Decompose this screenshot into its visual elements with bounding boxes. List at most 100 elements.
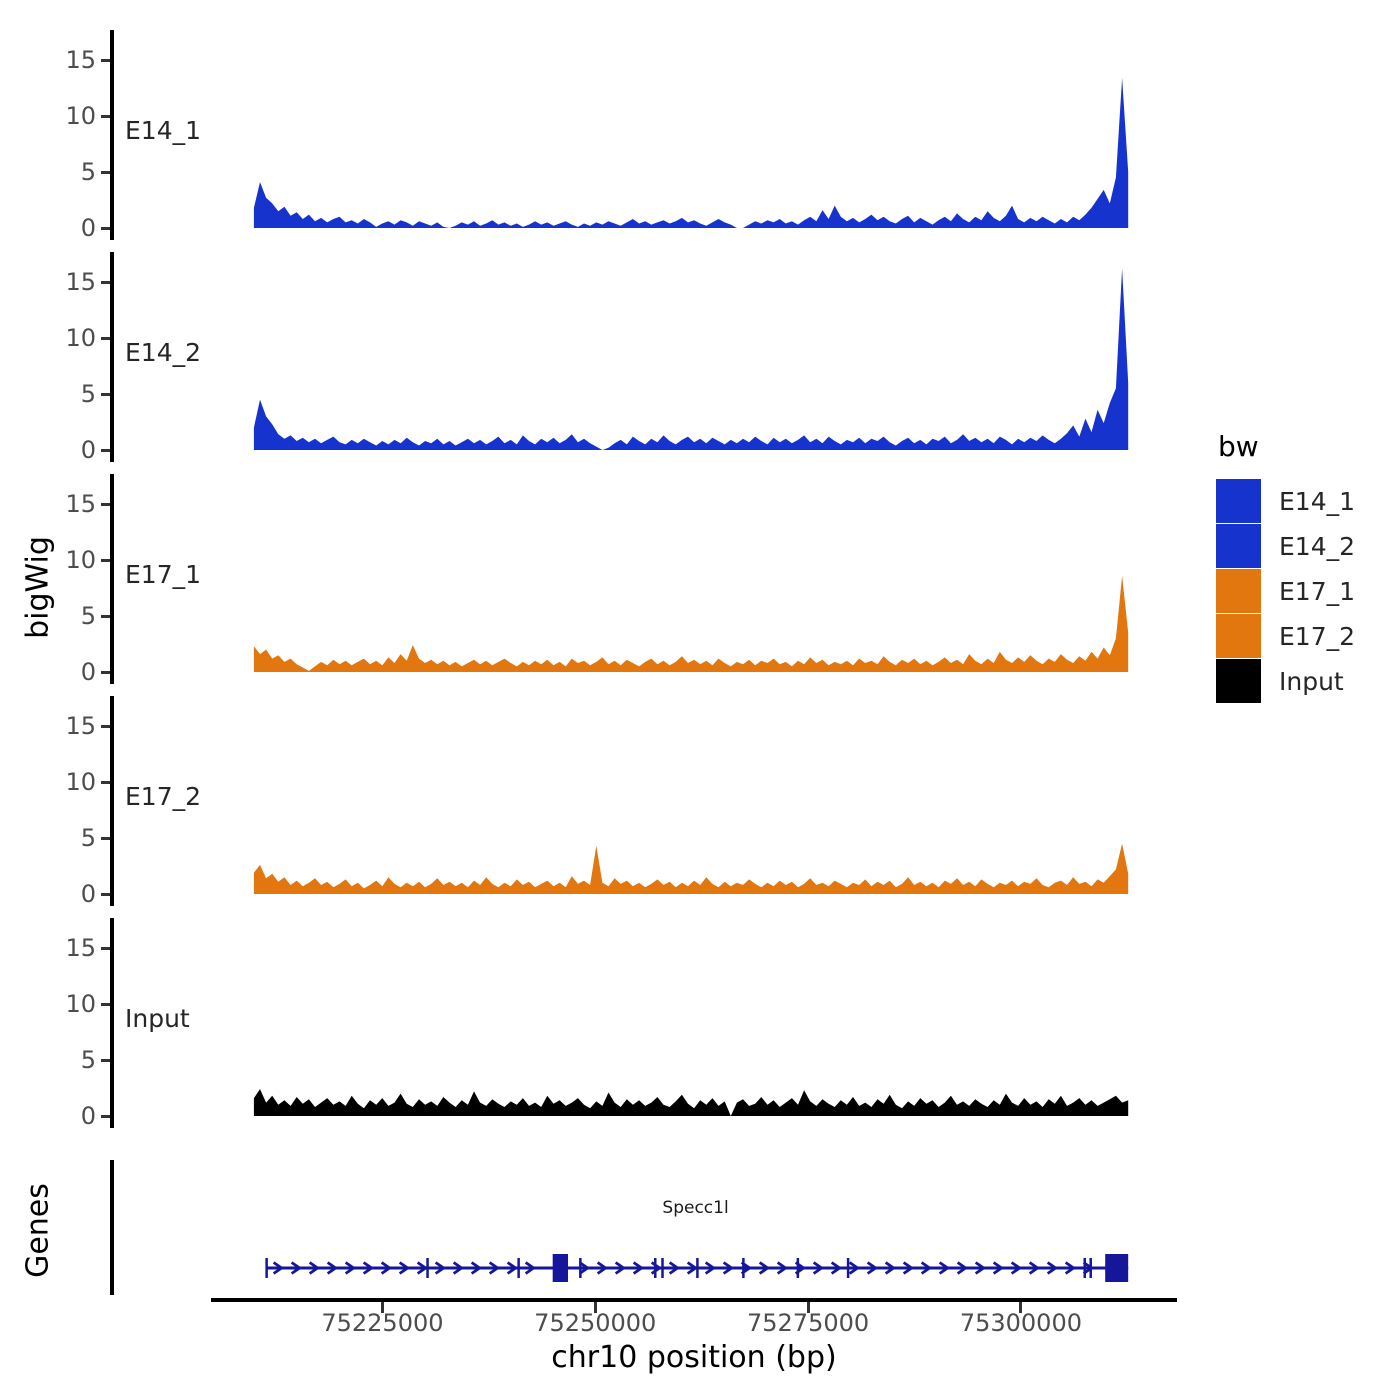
y-tick bbox=[101, 1115, 110, 1118]
gene-strand-arrow bbox=[290, 1261, 303, 1275]
gene-strand-arrow bbox=[812, 1261, 825, 1275]
x-axis-line bbox=[211, 1298, 1177, 1302]
y-tick bbox=[101, 503, 110, 506]
y-tick bbox=[101, 171, 110, 174]
y-tick bbox=[101, 281, 110, 284]
legend-label-E14_1: E14_1 bbox=[1279, 486, 1356, 516]
y-tick-label: 0 bbox=[80, 880, 96, 908]
legend-title: bw bbox=[1218, 430, 1259, 463]
panel-y-axis-line bbox=[110, 474, 114, 684]
y-tick bbox=[101, 947, 110, 950]
y-tick bbox=[101, 227, 110, 230]
y-tick-label: 15 bbox=[65, 490, 96, 518]
coverage-polygon-E14_2 bbox=[253, 268, 1129, 450]
legend-entry-E14_2: E14_2 bbox=[1216, 524, 1355, 568]
gene-strand-arrow bbox=[308, 1261, 321, 1275]
gene-strand-arrow bbox=[956, 1261, 969, 1275]
y-tick bbox=[101, 837, 110, 840]
gene-strand-arrow bbox=[452, 1261, 465, 1275]
x-axis-title: chr10 position (bp) bbox=[551, 1340, 837, 1375]
coverage-polygon-Input bbox=[253, 1089, 1129, 1116]
track-label-E14_2: E14_2 bbox=[125, 338, 202, 367]
y-tick-label: 5 bbox=[80, 602, 96, 630]
track-label-E14_1: E14_1 bbox=[125, 116, 202, 145]
legend-entry-Input: Input bbox=[1216, 659, 1355, 703]
gene-strand-arrow bbox=[866, 1261, 879, 1275]
legend-entries: E14_1 E14_2 E17_1 E17_2 Input bbox=[1216, 479, 1355, 703]
legend-key-E17_1 bbox=[1216, 569, 1261, 613]
gene-strand-arrow bbox=[272, 1261, 285, 1275]
y-tick-label: 0 bbox=[80, 436, 96, 464]
legend-label-E17_2: E17_2 bbox=[1279, 621, 1356, 651]
coverage-panel-E17_1: 15 10 5 0 E17_1 bbox=[0, 474, 1400, 684]
gene-exon-box bbox=[552, 1254, 569, 1282]
y-tick bbox=[101, 337, 110, 340]
gene-strand-arrow bbox=[614, 1261, 627, 1275]
gene-strand-arrow bbox=[470, 1261, 483, 1275]
y-tick-label: 15 bbox=[65, 712, 96, 740]
y-tick-label: 0 bbox=[80, 1102, 96, 1130]
y-tick-label: 10 bbox=[65, 768, 96, 796]
coverage-area-E17_2 bbox=[253, 843, 1129, 894]
y-tick-label: 15 bbox=[65, 46, 96, 74]
y-tick bbox=[101, 1059, 110, 1062]
y-tick-label: 10 bbox=[65, 102, 96, 130]
panel-y-axis-line bbox=[110, 30, 114, 240]
gene-strand-arrow bbox=[758, 1261, 771, 1275]
gene-strand-arrow bbox=[704, 1261, 717, 1275]
gene-track-svg bbox=[265, 1254, 1129, 1282]
genes-panel: Specc1l bbox=[0, 1160, 1400, 1297]
gene-strand-arrow bbox=[1064, 1261, 1077, 1275]
gene-strand-arrow bbox=[992, 1261, 1005, 1275]
y-tick-label: 5 bbox=[80, 1046, 96, 1074]
track-label-E17_1: E17_1 bbox=[125, 560, 202, 589]
x-tick-label: 75225000 bbox=[321, 1309, 444, 1337]
coverage-panel-Input: 15 10 5 0 Input bbox=[0, 918, 1400, 1128]
genes-y-axis-line bbox=[110, 1160, 114, 1295]
y-tick-label: 5 bbox=[80, 380, 96, 408]
y-tick bbox=[101, 115, 110, 118]
gene-strand-arrow bbox=[416, 1261, 429, 1275]
coverage-polygon-E14_1 bbox=[253, 77, 1129, 229]
gene-strand-arrow bbox=[830, 1261, 843, 1275]
legend-entry-E14_1: E14_1 bbox=[1216, 479, 1355, 523]
legend-key-E17_2 bbox=[1216, 614, 1261, 658]
gene-strand-arrow bbox=[668, 1261, 681, 1275]
gene-strand-arrow bbox=[1010, 1261, 1023, 1275]
gene-strand-arrow bbox=[974, 1261, 987, 1275]
gene-strand-arrow bbox=[884, 1261, 897, 1275]
y-tick bbox=[101, 615, 110, 618]
gene-strand-arrow bbox=[326, 1261, 339, 1275]
gene-strand-arrow bbox=[632, 1261, 645, 1275]
y-tick-label: 5 bbox=[80, 158, 96, 186]
y-tick bbox=[101, 671, 110, 674]
y-tick-label: 0 bbox=[80, 658, 96, 686]
legend-label-E17_1: E17_1 bbox=[1279, 576, 1356, 606]
x-tick bbox=[806, 1302, 810, 1313]
y-tick bbox=[101, 893, 110, 896]
gene-strand-arrow bbox=[578, 1261, 591, 1275]
legend-key-Input bbox=[1216, 659, 1261, 703]
gene-strand-arrow bbox=[398, 1261, 411, 1275]
gene-strand-arrow bbox=[596, 1261, 609, 1275]
x-tick-label: 75250000 bbox=[534, 1309, 657, 1337]
gene-strand-arrow bbox=[488, 1261, 501, 1275]
gene-name-label: Specc1l bbox=[662, 1198, 729, 1218]
y-tick-label: 0 bbox=[80, 214, 96, 242]
coverage-polygon-E17_2 bbox=[253, 843, 1129, 894]
legend-key-E14_1 bbox=[1216, 479, 1261, 523]
coverage-area-E14_2 bbox=[253, 268, 1129, 450]
x-tick-label: 75275000 bbox=[747, 1309, 870, 1337]
legend-entry-E17_1: E17_1 bbox=[1216, 569, 1355, 613]
y-tick bbox=[101, 781, 110, 784]
gene-strand-arrow bbox=[506, 1261, 519, 1275]
x-tick bbox=[1019, 1302, 1023, 1313]
gene-strand-arrow bbox=[434, 1261, 447, 1275]
track-label-E17_2: E17_2 bbox=[125, 782, 202, 811]
y-tick-label: 5 bbox=[80, 824, 96, 852]
gene-strand-arrow bbox=[776, 1261, 789, 1275]
panel-y-axis-line bbox=[110, 252, 114, 462]
x-tick-label: 75300000 bbox=[959, 1309, 1082, 1337]
gene-strand-arrow bbox=[362, 1261, 375, 1275]
legend-entry-E17_2: E17_2 bbox=[1216, 614, 1355, 658]
